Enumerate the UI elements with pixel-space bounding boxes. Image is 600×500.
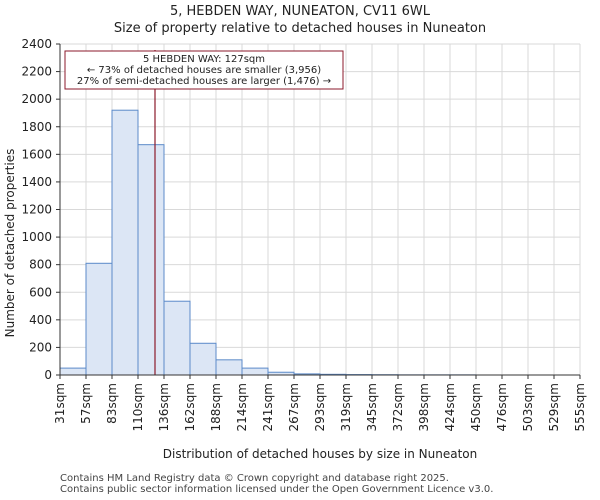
bar (163, 300, 191, 376)
x-tick-label: 555sqm (573, 383, 587, 431)
bar (215, 359, 243, 376)
x-tick-label: 503sqm (521, 383, 535, 431)
y-tick-label: 1600 (21, 147, 52, 161)
y-tick-label: 0 (44, 368, 52, 382)
y-tick-label: 400 (29, 313, 52, 327)
x-tick-label: 398sqm (417, 383, 431, 431)
y-axis-label: Number of detached properties (3, 149, 17, 338)
bar (137, 144, 165, 376)
x-tick-label: 450sqm (469, 383, 483, 431)
x-tick-label: 136sqm (157, 383, 171, 431)
bar (189, 342, 217, 376)
axes: 0 200 400 600 800 1000 1200 1400 1600 1800 2000 220… (21, 37, 587, 431)
y-tick-label: 1200 (21, 203, 52, 217)
annotation-line-3: 27% of semi-detached houses are larger (… (77, 76, 331, 87)
footer-attribution-2: Contains public sector information licen… (60, 484, 494, 495)
x-tick-label: 424sqm (443, 383, 457, 431)
x-tick-label: 345sqm (365, 383, 379, 431)
x-tick-label: 293sqm (313, 383, 327, 431)
x-tick-label: 214sqm (235, 383, 249, 431)
x-tick-label: 57sqm (79, 383, 93, 424)
chart-subtitle: Size of property relative to detached ho… (113, 21, 487, 36)
x-tick-label: 31sqm (53, 383, 67, 424)
gridlines (59, 43, 581, 376)
marker-group: 5 HEBDEN WAY: 127sqm← 73% of detached ho… (64, 50, 344, 375)
x-tick-label: 188sqm (209, 383, 223, 431)
y-tick-label: 2000 (21, 92, 52, 106)
bar (241, 367, 269, 376)
y-tick-label: 1000 (21, 230, 52, 244)
chart-title: 5, HEBDEN WAY, NUNEATON, CV11 6WL (170, 4, 430, 19)
y-tick-label: 2200 (21, 65, 52, 79)
x-tick-label: 110sqm (131, 383, 145, 431)
x-tick-label: 476sqm (495, 383, 509, 431)
y-tick-label: 1400 (21, 175, 52, 189)
y-tick-label: 1800 (21, 120, 52, 134)
annotation-line-2: ← 73% of detached houses are smaller (3,… (87, 65, 321, 76)
x-tick-label: 241sqm (261, 383, 275, 431)
x-axis-label: Distribution of detached houses by size … (163, 447, 477, 461)
bar (111, 109, 139, 376)
x-tick-label: 319sqm (339, 383, 353, 431)
y-tick-label: 800 (29, 258, 52, 272)
annotation-line-1: 5 HEBDEN WAY: 127sqm (143, 54, 265, 65)
y-tick-label: 2400 (21, 37, 52, 51)
bar (59, 367, 87, 376)
x-tick-label: 83sqm (105, 383, 119, 424)
bars (59, 109, 477, 376)
y-tick-label: 200 (29, 340, 52, 354)
bar (85, 262, 113, 376)
x-tick-label: 267sqm (287, 383, 301, 431)
x-tick-label: 372sqm (391, 383, 405, 431)
x-tick-label: 162sqm (183, 383, 197, 431)
y-tick-label: 600 (29, 285, 52, 299)
x-tick-label: 529sqm (547, 383, 561, 431)
footer-attribution-1: Contains HM Land Registry data © Crown c… (60, 473, 449, 484)
annotation-box (64, 50, 344, 90)
